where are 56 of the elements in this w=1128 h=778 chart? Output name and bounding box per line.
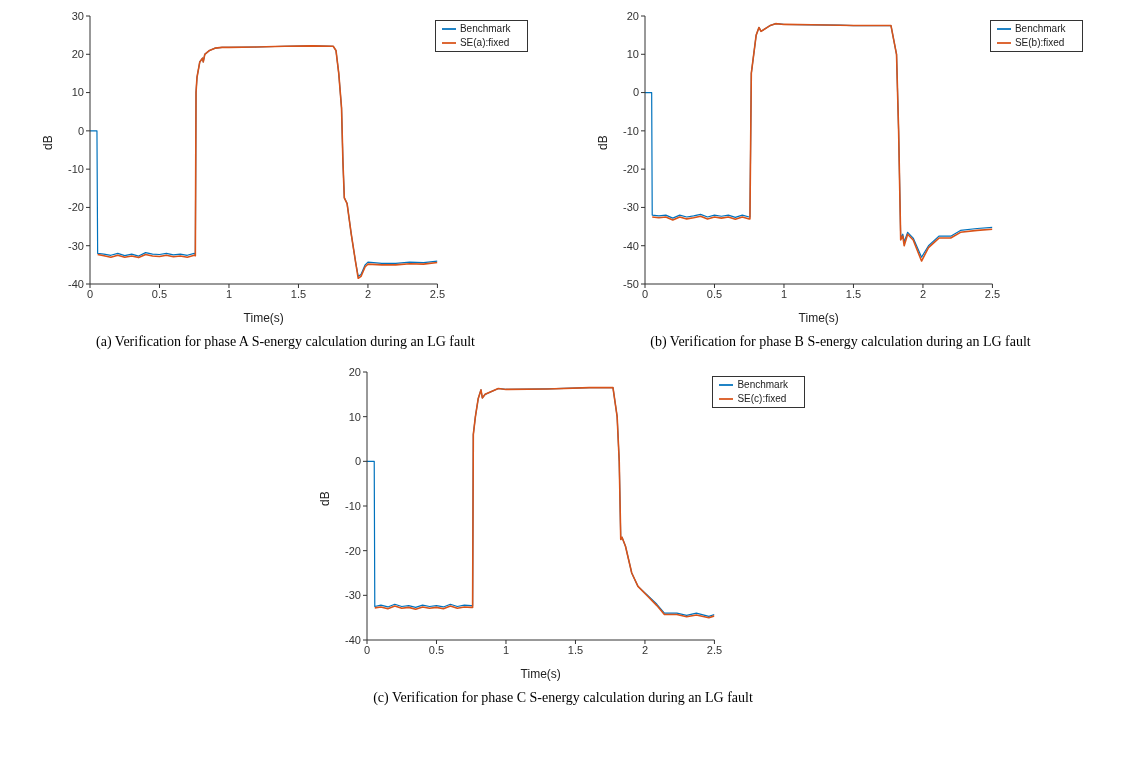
y-tick-label: 0 xyxy=(77,124,84,137)
legend-label: SE(b):fixed xyxy=(1014,36,1065,48)
y-axis-title: dB xyxy=(318,491,333,506)
x-tick-label: 1 xyxy=(502,643,510,656)
y-tick-label: -30 xyxy=(345,589,361,602)
x-tick-label: 2.5 xyxy=(429,287,445,300)
text: (a) Verification for phase A S-energy calculation during an LG fault xyxy=(96,334,475,350)
y-tick-label: -10 xyxy=(622,124,639,137)
x-tick-label: 1.5 xyxy=(567,643,584,656)
y-axis-title: dB xyxy=(595,135,610,150)
x-tick-label: 2 xyxy=(641,643,648,656)
y-tick-label: 30 xyxy=(71,9,84,22)
x-tick-label: 0 xyxy=(363,643,371,656)
x-tick-label: 0.5 xyxy=(706,287,722,300)
y-tick-label: -20 xyxy=(345,544,361,557)
x-tick-label: 0.5 xyxy=(151,287,167,300)
y-tick-label: -20 xyxy=(622,163,639,176)
y-tick-label: -10 xyxy=(67,163,84,176)
legend-label: Benchmark xyxy=(1014,22,1066,34)
y-tick-label: 20 xyxy=(626,9,639,22)
x-axis-title: Time(s) xyxy=(243,311,284,325)
y-tick-label: -30 xyxy=(622,201,639,214)
x-tick-label: 2.5 xyxy=(706,643,723,656)
text: (c) Verification for phase C S-energy calculation during an LG fault xyxy=(373,690,753,706)
x-tick-label: 2 xyxy=(919,287,926,300)
legend-label: SE(a):fixed xyxy=(459,36,510,48)
y-tick-label: -50 xyxy=(622,277,639,290)
x-tick-label: 0 xyxy=(641,287,648,300)
y-tick-label: 20 xyxy=(71,48,84,61)
x-tick-label: 0.5 xyxy=(428,643,445,656)
y-tick-label: -40 xyxy=(67,277,84,290)
x-axis-title: Time(s) xyxy=(520,667,561,681)
y-tick-label: 10 xyxy=(71,86,84,99)
y-tick-label: -40 xyxy=(622,239,639,252)
y-tick-label: 20 xyxy=(348,365,361,378)
x-tick-label: 1.5 xyxy=(290,287,306,300)
x-tick-label: 2.5 xyxy=(984,287,1000,300)
x-tick-label: 1.5 xyxy=(845,287,861,300)
legend-label: SE(c):fixed xyxy=(737,392,787,404)
y-axis-title: dB xyxy=(40,135,55,150)
legend-label: Benchmark xyxy=(737,378,788,390)
y-tick-label: -30 xyxy=(67,239,84,252)
x-tick-label: 1 xyxy=(780,287,787,300)
y-tick-label: 0 xyxy=(354,455,361,468)
y-tick-label: 10 xyxy=(348,410,361,423)
x-axis-title: Time(s) xyxy=(798,311,839,325)
text: (b) Verification for phase B S-energy calculation during an LG fault xyxy=(650,334,1031,350)
y-tick-label: -40 xyxy=(345,633,361,646)
x-tick-label: 1 xyxy=(225,287,232,300)
y-tick-label: -10 xyxy=(345,499,361,512)
x-tick-label: 2 xyxy=(364,287,371,300)
legend-label: Benchmark xyxy=(459,22,511,34)
x-tick-label: 0 xyxy=(86,287,93,300)
y-tick-label: 0 xyxy=(632,86,639,99)
y-tick-label: -20 xyxy=(67,201,84,214)
y-tick-label: 10 xyxy=(626,48,639,61)
